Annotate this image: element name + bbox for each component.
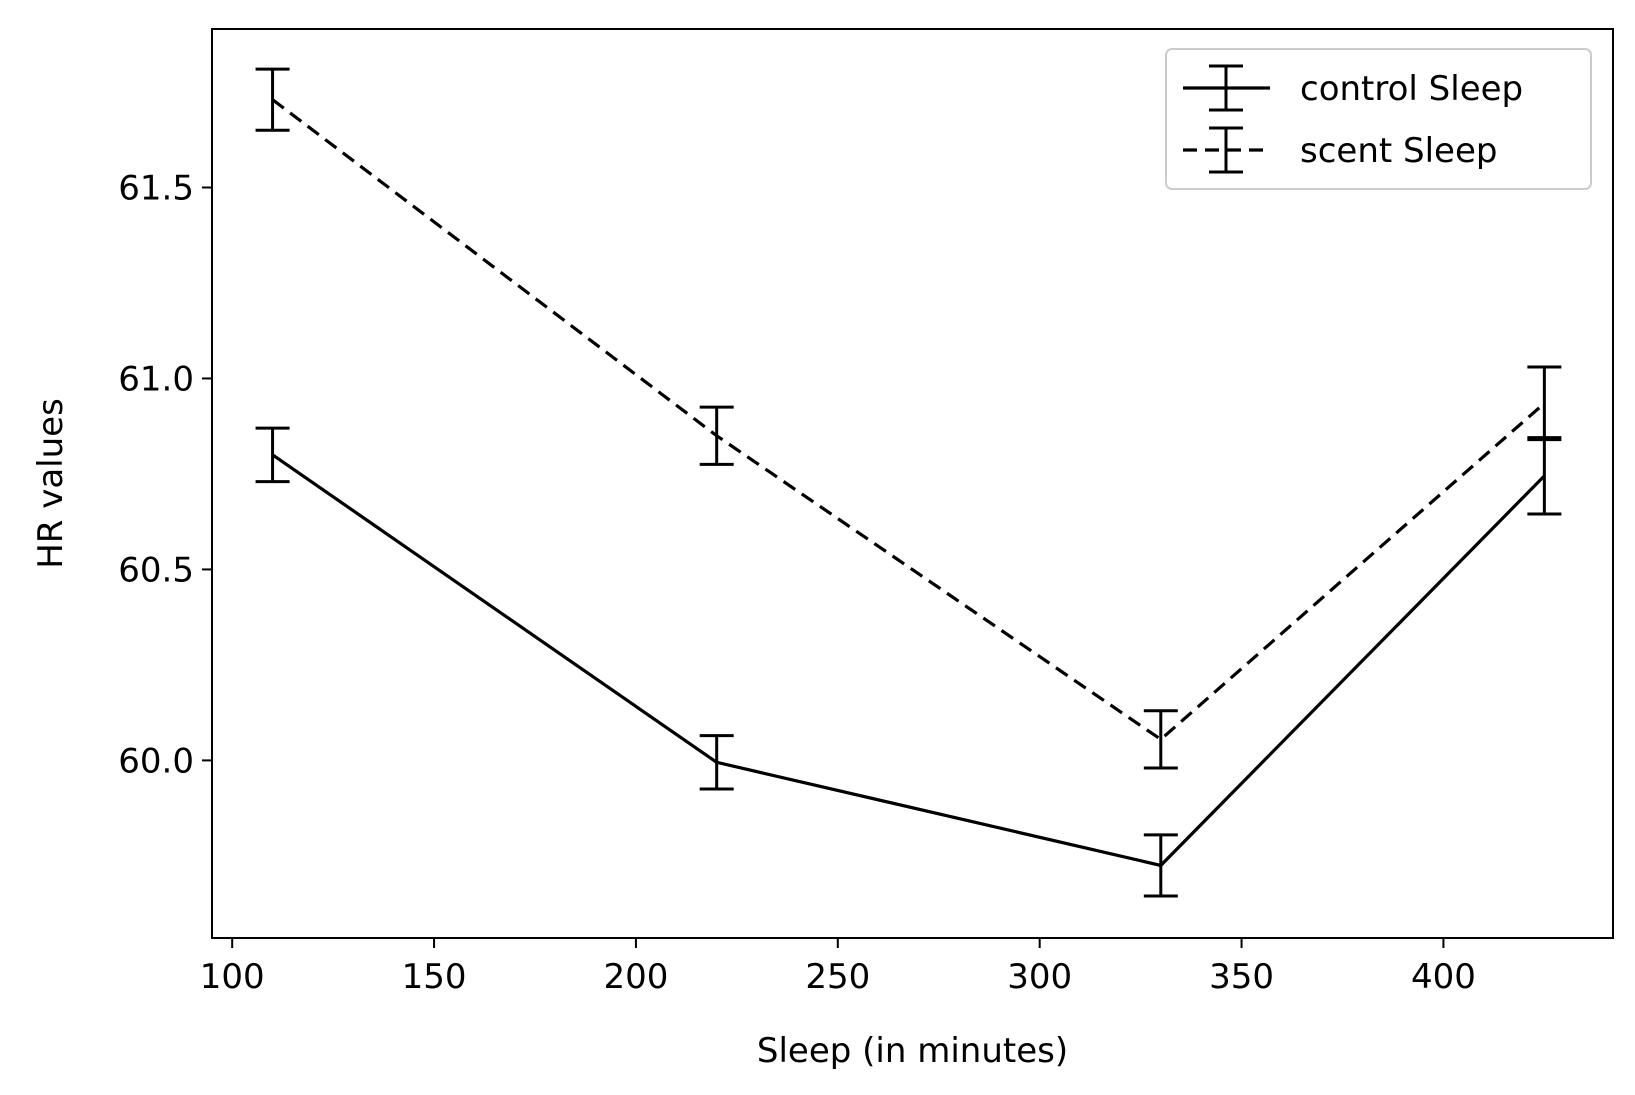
y-tick-label: 60.0 [118,741,194,781]
y-tick-label: 60.5 [118,550,194,590]
x-axis-title: Sleep (in minutes) [757,1031,1068,1071]
y-axis: 60.0 60.5 61.0 61.5 [118,169,212,781]
x-tick-label: 100 [200,957,265,997]
x-tick-label: 300 [1007,957,1072,997]
x-tick-label: 250 [805,957,870,997]
y-tick-label: 61.5 [118,169,194,209]
x-tick-label: 350 [1209,957,1274,997]
x-axis: 100 150 200 250 300 350 400 [200,938,1476,997]
x-tick-label: 200 [603,957,668,997]
series-line-2 [271,98,1546,742]
legend-box [1165,48,1592,190]
legend-label-2: scent Sleep [1300,131,1497,171]
y-tick-label: 61.0 [118,359,194,399]
x-tick-label: 400 [1411,957,1476,997]
y-axis-title: HR values [31,398,71,569]
legend: control Sleep scent Sleep [1165,48,1592,190]
series-line-1 [271,453,1546,868]
series-layer [255,67,1562,898]
plot-frame [211,28,1614,939]
legend-label-1: control Sleep [1300,69,1523,109]
x-tick-label: 150 [402,957,467,997]
